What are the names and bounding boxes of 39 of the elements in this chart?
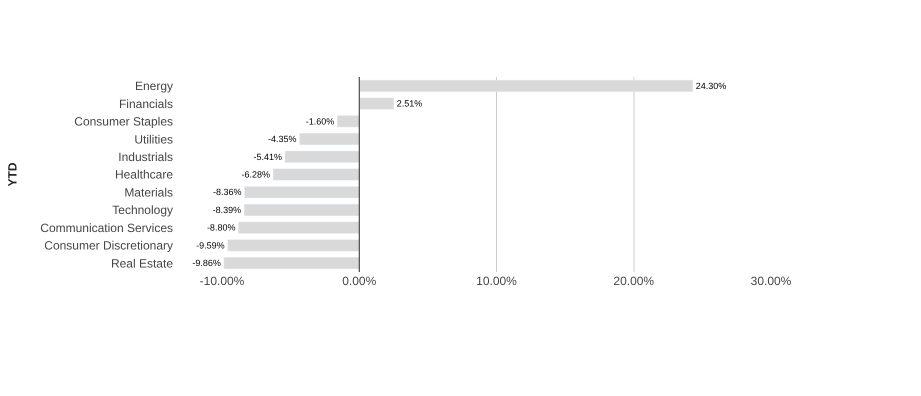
- bar: [299, 133, 360, 146]
- bar: [284, 150, 360, 163]
- x-tick-label: 0.00%: [342, 274, 377, 288]
- y-tick-label: Materials: [124, 185, 173, 200]
- y-tick-label: Consumer Staples: [74, 114, 173, 129]
- x-tick-label: 20.00%: [613, 274, 654, 288]
- y-tick-label: Industrials: [118, 150, 173, 164]
- y-tick-label: Financials: [118, 96, 173, 111]
- y-tick-label: Real Estate: [110, 256, 174, 270]
- y-tick-label: Utilities: [134, 132, 173, 146]
- data-label: -8.80%: [206, 222, 236, 233]
- x-tick-label: 30.00%: [750, 274, 792, 288]
- x-tick-label: 10.00%: [476, 274, 518, 288]
- y-tick-label: Energy: [134, 79, 173, 94]
- data-label: -9.86%: [192, 258, 221, 268]
- bar: [337, 115, 360, 128]
- data-label: 2.51%: [396, 98, 422, 109]
- data-label: -8.39%: [212, 204, 242, 215]
- data-label: -8.36%: [212, 187, 242, 198]
- bar: [244, 186, 360, 198]
- bar: [224, 257, 360, 270]
- bar: [227, 239, 360, 252]
- bar: [272, 168, 360, 181]
- bar: [244, 204, 360, 216]
- y-tick-label: Communication Services: [40, 220, 173, 235]
- data-label: -5.41%: [253, 152, 282, 162]
- y-axis-title: YTD: [6, 162, 20, 186]
- y-tick-label: Healthcare: [114, 168, 174, 182]
- data-label: -1.60%: [306, 116, 334, 126]
- bar: [238, 222, 360, 234]
- data-label: -4.35%: [268, 134, 297, 144]
- data-label: -9.59%: [196, 240, 225, 250]
- data-label: -6.28%: [242, 170, 270, 180]
- bar: [359, 80, 694, 92]
- y-tick-label: Consumer Discretionary: [44, 238, 173, 253]
- bar: [359, 98, 394, 110]
- y-tick-label: Technology: [112, 203, 173, 218]
- data-label: 24.30%: [696, 80, 726, 91]
- x-tick-label: -10.00%: [200, 274, 245, 288]
